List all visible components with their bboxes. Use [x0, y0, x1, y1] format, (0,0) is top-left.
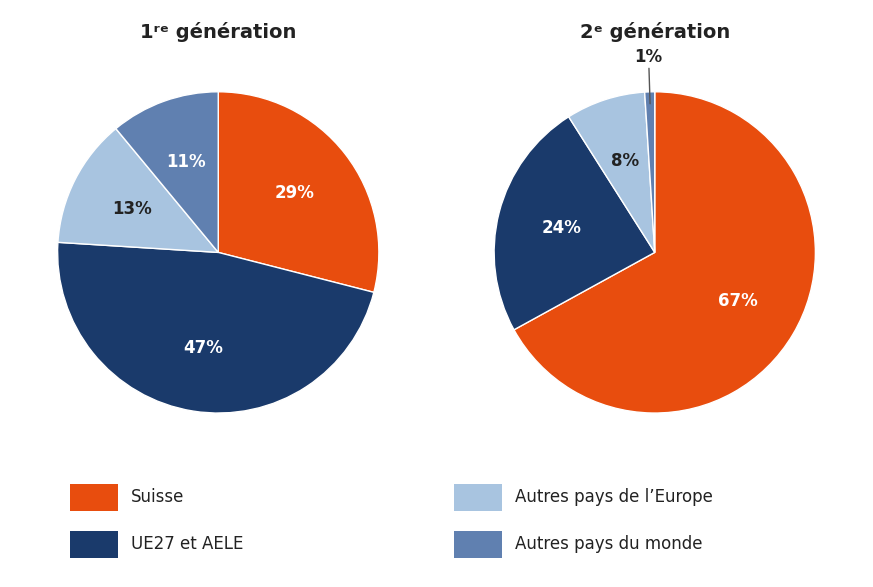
Text: Suisse: Suisse [131, 488, 184, 507]
Text: Autres pays du monde: Autres pays du monde [515, 535, 703, 554]
Wedge shape [494, 117, 655, 330]
Text: 13%: 13% [113, 200, 152, 218]
Wedge shape [116, 92, 218, 252]
Text: Autres pays de l’Europe: Autres pays de l’Europe [515, 488, 713, 507]
Wedge shape [58, 242, 374, 413]
Wedge shape [218, 92, 379, 292]
Text: 11%: 11% [166, 153, 205, 171]
Title: 1ʳᵉ génération: 1ʳᵉ génération [140, 22, 297, 42]
Text: 47%: 47% [183, 339, 223, 357]
Text: 8%: 8% [611, 152, 639, 170]
Wedge shape [568, 92, 655, 252]
Text: 24%: 24% [541, 220, 581, 237]
Wedge shape [58, 129, 218, 252]
Text: 67%: 67% [718, 292, 758, 311]
Text: UE27 et AELE: UE27 et AELE [131, 535, 244, 554]
Text: 1%: 1% [635, 48, 663, 104]
Wedge shape [514, 92, 815, 413]
Title: 2ᵉ génération: 2ᵉ génération [580, 22, 730, 42]
Text: 29%: 29% [274, 184, 314, 203]
Wedge shape [644, 92, 655, 252]
